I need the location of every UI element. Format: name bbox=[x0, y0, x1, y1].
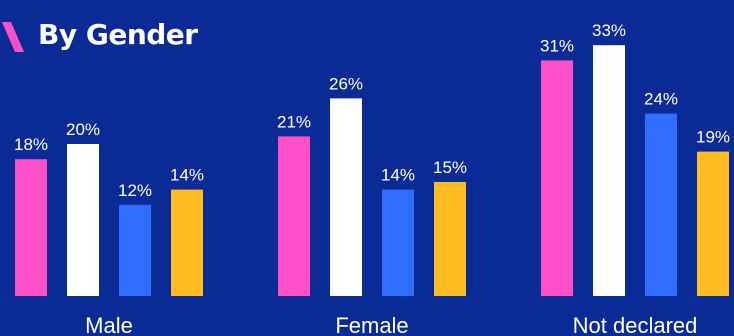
bar-not-declared-4 bbox=[697, 151, 729, 296]
bar-female-2 bbox=[330, 98, 362, 297]
data-label: 24% bbox=[644, 90, 678, 109]
data-label: 18% bbox=[14, 135, 48, 154]
bar-female-3 bbox=[382, 189, 414, 296]
bar-male-2 bbox=[67, 144, 99, 296]
slash-icon bbox=[2, 22, 24, 52]
bar-not-declared-2 bbox=[593, 45, 625, 297]
data-label: 26% bbox=[329, 74, 363, 93]
bar-male-3 bbox=[119, 204, 151, 296]
bar-male-1 bbox=[15, 159, 47, 296]
data-label: 20% bbox=[66, 120, 100, 139]
bar-not-declared-1 bbox=[541, 60, 573, 297]
category-label: Male bbox=[85, 313, 133, 336]
category-label: Female bbox=[335, 313, 408, 336]
data-label: 19% bbox=[696, 128, 730, 147]
category-label: Not declared bbox=[573, 313, 698, 336]
bar-female-4 bbox=[434, 182, 466, 296]
data-label: 33% bbox=[592, 21, 626, 40]
data-label: 14% bbox=[381, 166, 415, 185]
data-label: 21% bbox=[277, 112, 311, 131]
bar-not-declared-3 bbox=[645, 113, 677, 296]
bar-female-1 bbox=[278, 136, 310, 296]
data-label: 31% bbox=[540, 36, 574, 55]
data-label: 12% bbox=[118, 181, 152, 200]
chart-title: By Gender bbox=[38, 18, 198, 51]
data-label: 14% bbox=[170, 166, 204, 185]
data-label: 15% bbox=[433, 158, 467, 177]
bar-male-4 bbox=[171, 189, 203, 296]
